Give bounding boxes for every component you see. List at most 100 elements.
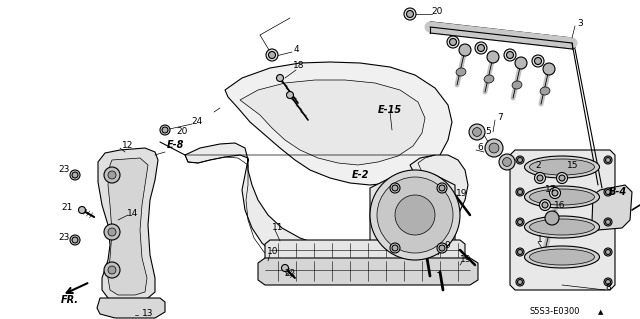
Circle shape [504, 49, 516, 61]
Text: 20: 20 [431, 8, 443, 17]
Polygon shape [510, 150, 615, 290]
Text: 1: 1 [537, 235, 543, 244]
Circle shape [104, 167, 120, 183]
Circle shape [70, 235, 80, 245]
Ellipse shape [525, 186, 600, 208]
Text: 17: 17 [545, 186, 557, 195]
Text: ▲: ▲ [598, 309, 604, 315]
Circle shape [406, 11, 413, 18]
Circle shape [518, 189, 522, 195]
Circle shape [392, 245, 398, 251]
Circle shape [390, 243, 400, 253]
Circle shape [439, 185, 445, 191]
Circle shape [437, 183, 447, 193]
Circle shape [605, 219, 611, 225]
Circle shape [439, 245, 445, 251]
Circle shape [459, 44, 471, 56]
Circle shape [543, 63, 555, 75]
Ellipse shape [529, 189, 595, 205]
Text: FR.: FR. [61, 295, 79, 305]
Text: 4: 4 [293, 46, 299, 55]
Polygon shape [98, 148, 158, 302]
Text: 14: 14 [127, 209, 139, 218]
Circle shape [502, 158, 511, 167]
Text: 5: 5 [485, 128, 491, 137]
Circle shape [605, 158, 611, 162]
Circle shape [160, 125, 170, 135]
Circle shape [390, 183, 400, 193]
Text: E-8: E-8 [166, 140, 184, 150]
Ellipse shape [529, 249, 595, 265]
Circle shape [489, 143, 499, 153]
Text: E-15: E-15 [378, 105, 402, 115]
Circle shape [104, 224, 120, 240]
Text: 8: 8 [605, 284, 611, 293]
Text: 15: 15 [567, 160, 579, 169]
Circle shape [604, 278, 612, 286]
Circle shape [79, 206, 86, 213]
Circle shape [404, 8, 416, 20]
Polygon shape [185, 143, 468, 268]
Circle shape [516, 156, 524, 164]
Circle shape [266, 49, 278, 61]
Circle shape [487, 51, 499, 63]
Circle shape [532, 55, 544, 67]
Text: 18: 18 [293, 62, 305, 70]
Ellipse shape [529, 219, 595, 235]
Circle shape [605, 279, 611, 285]
Text: 23: 23 [58, 166, 70, 174]
Text: 19: 19 [456, 189, 468, 197]
Polygon shape [225, 62, 452, 185]
Circle shape [604, 156, 612, 164]
Circle shape [557, 173, 568, 183]
Circle shape [534, 57, 541, 64]
Circle shape [499, 154, 515, 170]
Circle shape [472, 128, 481, 137]
Polygon shape [97, 298, 165, 318]
Circle shape [559, 175, 565, 181]
Ellipse shape [525, 246, 600, 268]
Text: E-2: E-2 [351, 170, 369, 180]
Polygon shape [370, 175, 455, 258]
Text: 22: 22 [284, 269, 296, 278]
Circle shape [550, 188, 561, 198]
Circle shape [108, 266, 116, 274]
Ellipse shape [512, 81, 522, 89]
Circle shape [537, 175, 543, 181]
Ellipse shape [484, 75, 494, 83]
Text: 21: 21 [61, 204, 73, 212]
Text: 23: 23 [58, 233, 70, 241]
Circle shape [395, 195, 435, 235]
Circle shape [282, 264, 289, 271]
Circle shape [605, 189, 611, 195]
Text: 13: 13 [142, 308, 154, 317]
Circle shape [72, 237, 78, 243]
Circle shape [518, 219, 522, 225]
Circle shape [516, 218, 524, 226]
Text: 12: 12 [122, 142, 134, 151]
Ellipse shape [456, 68, 466, 76]
Circle shape [604, 248, 612, 256]
Text: 2: 2 [535, 160, 541, 169]
Text: 11: 11 [272, 224, 284, 233]
Circle shape [108, 228, 116, 236]
Circle shape [108, 171, 116, 179]
Circle shape [542, 202, 548, 208]
Circle shape [447, 36, 459, 48]
Circle shape [475, 42, 487, 54]
Circle shape [534, 173, 545, 183]
Circle shape [449, 39, 456, 46]
Circle shape [515, 57, 527, 69]
Ellipse shape [525, 156, 600, 178]
Circle shape [104, 262, 120, 278]
Circle shape [437, 243, 447, 253]
Circle shape [477, 44, 484, 51]
Circle shape [545, 211, 559, 225]
Polygon shape [265, 240, 465, 262]
Circle shape [518, 158, 522, 162]
Ellipse shape [540, 87, 550, 95]
Polygon shape [240, 80, 425, 165]
Circle shape [506, 51, 513, 58]
Circle shape [552, 190, 558, 196]
Text: 24: 24 [191, 116, 203, 125]
